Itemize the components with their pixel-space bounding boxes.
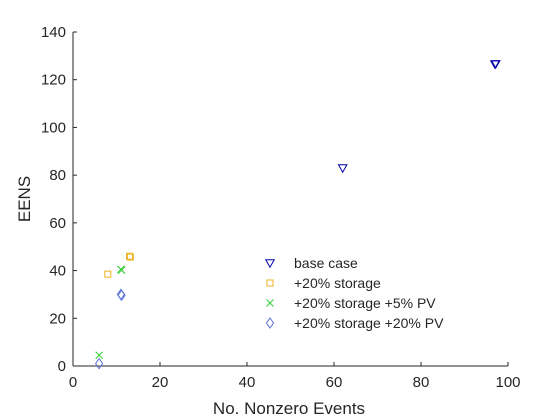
legend-marker: [265, 317, 275, 329]
data-point: [104, 270, 112, 278]
legend-label: base case: [294, 255, 358, 271]
y-tick-label: 60: [49, 215, 66, 232]
x-marker-stroke: [117, 266, 126, 275]
axes: 0 20 40 60 80 100 0 20 40 60 80 100 120 140: [41, 24, 521, 391]
legend-label: +20% storage +20% PV: [294, 315, 444, 331]
y-axis-label: EENS: [15, 176, 34, 222]
x-tick-label: 80: [413, 374, 430, 391]
x-tick-label: 60: [326, 374, 343, 391]
x-tick-label: 100: [495, 374, 520, 391]
x-tick-label: 40: [239, 374, 256, 391]
y-tick-label: 140: [41, 24, 66, 41]
series-1: [337, 60, 501, 174]
x-tick-label: 0: [69, 374, 77, 391]
legend-marker: [264, 259, 276, 269]
x-tick-label: 20: [152, 374, 169, 391]
y-tick-label: 100: [41, 119, 66, 136]
legend-marker: [266, 279, 274, 287]
series-3: [95, 265, 126, 360]
data-point: [117, 266, 126, 275]
legend-label: +20% storage: [294, 275, 381, 291]
data-point: [490, 60, 501, 70]
x-marker-stroke: [95, 351, 103, 360]
y-tick-label: 40: [49, 263, 66, 280]
legend: base case +20% storage +20% storage +5% PV…: [264, 255, 444, 331]
y-tick-label: 80: [49, 167, 66, 184]
data-point: [126, 252, 134, 260]
x-marker-stroke: [266, 299, 274, 307]
series-2: [104, 252, 134, 278]
x-axis-label: No. Nonzero Events: [213, 399, 365, 418]
data-point: [95, 351, 103, 360]
y-tick-label: 0: [58, 358, 66, 375]
y-tick-label: 120: [41, 72, 66, 89]
series-4: [94, 288, 126, 370]
data-point: [117, 289, 126, 302]
data-point: [337, 164, 348, 174]
y-tick-label: 20: [49, 310, 66, 327]
data-point: [126, 253, 134, 261]
data-points: [94, 60, 501, 370]
data-point: [94, 357, 104, 370]
legend-marker: [266, 299, 274, 307]
legend-label: +20% storage +5% PV: [294, 295, 436, 311]
